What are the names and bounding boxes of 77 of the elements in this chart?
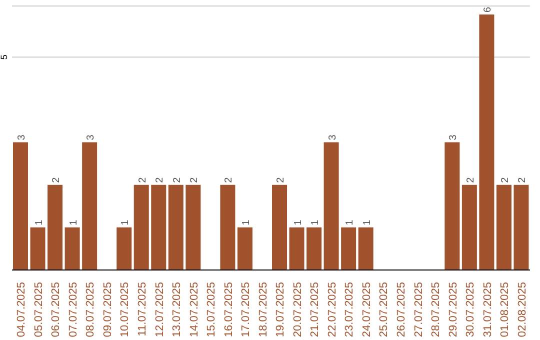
x-tick-label: 22.07.2025 bbox=[326, 282, 338, 338]
data-label: 1 bbox=[292, 219, 304, 226]
x-tick-label: 14.07.2025 bbox=[188, 282, 200, 338]
bar bbox=[134, 184, 149, 270]
bar bbox=[289, 227, 304, 270]
data-label: 2 bbox=[172, 176, 183, 183]
bar bbox=[479, 14, 494, 270]
data-label: 1 bbox=[240, 219, 252, 226]
x-tick-label: 21.07.2025 bbox=[309, 282, 322, 338]
y-tick-label: 5 bbox=[0, 54, 9, 60]
x-tick-label: 04.07.2025 bbox=[16, 282, 28, 338]
bar bbox=[220, 184, 236, 270]
bar bbox=[48, 184, 63, 270]
x-tick-label: 31.07.2025 bbox=[482, 282, 494, 338]
bar bbox=[324, 142, 339, 270]
bar bbox=[64, 227, 80, 270]
data-label: 6 bbox=[482, 6, 494, 13]
data-label: 1 bbox=[120, 219, 132, 226]
x-tick-label: 24.07.2025 bbox=[360, 282, 373, 338]
x-tick-label: 29.07.2025 bbox=[447, 282, 460, 338]
data-label: 3 bbox=[86, 134, 97, 140]
data-label: 1 bbox=[362, 219, 373, 226]
bar bbox=[13, 142, 28, 270]
data-label: 2 bbox=[137, 176, 148, 183]
data-label: 1 bbox=[68, 219, 80, 226]
x-tick-label: 26.07.2025 bbox=[396, 282, 408, 338]
x-tick-label: 07.07.2025 bbox=[67, 282, 80, 338]
x-tick-label: 27.07.2025 bbox=[412, 282, 425, 338]
x-tick-label: 11.07.2025 bbox=[136, 282, 148, 336]
x-tick-label: 08.07.2025 bbox=[84, 282, 97, 338]
bar bbox=[82, 142, 98, 270]
x-tick-label: 13.07.2025 bbox=[171, 282, 184, 338]
data-label: 2 bbox=[500, 176, 511, 183]
x-tick-label: 15.07.2025 bbox=[206, 282, 218, 338]
bar bbox=[237, 227, 252, 270]
bar bbox=[514, 184, 529, 270]
data-label: 2 bbox=[189, 176, 200, 183]
bar bbox=[341, 227, 356, 270]
x-tick-label: 28.07.2025 bbox=[430, 282, 442, 338]
data-label: 2 bbox=[276, 176, 286, 183]
x-tick-label: 19.07.2025 bbox=[274, 282, 287, 338]
bar bbox=[272, 184, 287, 270]
bar bbox=[496, 184, 512, 270]
bar bbox=[306, 227, 322, 270]
bar bbox=[116, 227, 132, 270]
data-label: 2 bbox=[465, 176, 476, 183]
x-tick-label: 17.07.2025 bbox=[240, 282, 252, 338]
data-label: 2 bbox=[51, 176, 62, 183]
data-label: 1 bbox=[344, 219, 356, 226]
data-label: 3 bbox=[16, 134, 28, 140]
x-tick-label: 05.07.2025 bbox=[32, 282, 45, 338]
data-label: 1 bbox=[34, 219, 45, 226]
x-tick-label: 18.07.2025 bbox=[257, 282, 270, 338]
x-tick-label: 25.07.2025 bbox=[378, 282, 390, 338]
x-tick-label: 16.07.2025 bbox=[222, 282, 235, 338]
bar bbox=[151, 184, 166, 270]
x-tick-label: 10.07.2025 bbox=[119, 282, 132, 338]
x-tick-label: 20.07.2025 bbox=[292, 282, 304, 338]
data-label: 2 bbox=[224, 176, 235, 183]
x-tick-label: 30.07.2025 bbox=[464, 282, 477, 338]
bar bbox=[444, 142, 460, 270]
bar bbox=[462, 184, 477, 270]
data-label: 2 bbox=[517, 176, 528, 183]
x-tick-label: 12.07.2025 bbox=[154, 282, 166, 338]
x-tick-label: 06.07.2025 bbox=[50, 282, 62, 338]
data-label: 1 bbox=[310, 219, 322, 226]
bar bbox=[186, 184, 201, 270]
x-tick-label: 02.08.2025 bbox=[516, 282, 528, 338]
x-tick-label: 01.08.2025 bbox=[499, 282, 512, 338]
bar bbox=[168, 184, 184, 270]
x-tick-label: 23.07.2025 bbox=[344, 282, 356, 338]
data-label: 3 bbox=[448, 134, 460, 140]
bar bbox=[30, 227, 46, 270]
bar bbox=[358, 227, 374, 270]
data-label: 3 bbox=[327, 134, 338, 140]
data-label: 2 bbox=[154, 176, 166, 183]
x-tick-label: 09.07.2025 bbox=[102, 282, 114, 338]
